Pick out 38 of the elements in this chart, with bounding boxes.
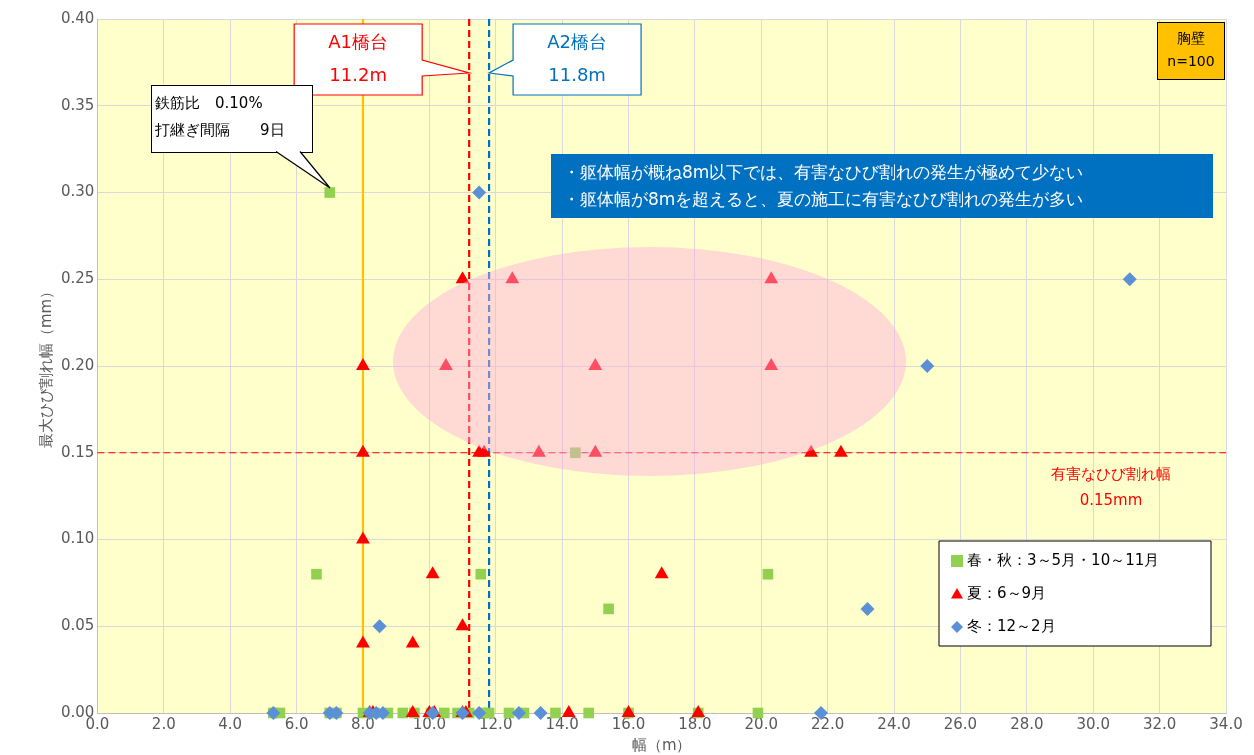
annotation: 胸壁 [1176, 29, 1206, 48]
ref-line-label: A1橋台 11.2m [328, 30, 389, 85]
x-tick-label: 18.0 [678, 714, 712, 733]
y-tick-label: 0.10 [60, 529, 95, 548]
y-tick-label: 0.35 [60, 95, 95, 114]
x-tick-label: 26.0 [943, 714, 978, 733]
x-tick-label: 22.0 [810, 714, 845, 733]
x-axis-title: 幅（m） [631, 735, 692, 754]
ref-line-label: 有害なひび割れ幅 0.15mm [1051, 464, 1171, 509]
annotation: 鉄筋比 0.10% 打継ぎ間隔 9日 [155, 93, 285, 141]
x-tick-label: 34.0 [1209, 714, 1243, 733]
annotation: ・躯体幅が概ね8m以下では、有害なひび割れの発生が極めて少ない [563, 161, 1085, 184]
x-tick-label: 16.0 [611, 714, 646, 733]
y-tick-label: 0.30 [60, 182, 95, 201]
x-tick-label: 30.0 [1076, 714, 1110, 733]
y-tick-label: 0.15 [60, 442, 95, 461]
y-tick-label: 0.05 [60, 616, 95, 635]
annotation: n=100 [1166, 52, 1216, 71]
legend-label: 冬：12～2月 [967, 616, 1056, 635]
text-box: ・躯体幅が概ね8m以下では、有害なひび割れの発生が極めて少ない ・躯体幅が8mを超えると、夏の施工に有害なひび割れの発生が多い [551, 154, 1213, 218]
x-tick-label: 4.0 [218, 714, 243, 733]
y-tick-label: 0.25 [60, 269, 95, 288]
x-tick-label: 8.0 [351, 714, 375, 733]
x-tick-label: 24.0 [877, 714, 911, 733]
label-box: 胸壁 n=100 [1157, 22, 1225, 80]
legend-label: 夏：6～9月 [967, 583, 1047, 602]
x-tick-label: 2.0 [151, 714, 176, 733]
y-tick-label: 0.20 [60, 355, 95, 374]
x-tick-label: 6.0 [284, 714, 309, 733]
y-tick-label: 0.40 [60, 8, 95, 27]
x-tick-label: 14.0 [545, 714, 579, 733]
legend-label: 春・秋：3～5月・10～11月 [967, 550, 1160, 569]
y-axis-title: 最大ひび割れ幅（mm） [36, 283, 55, 449]
ref-line-label: A2橋台 11.8m [547, 30, 607, 85]
annotation: ・躯体幅が8mを超えると、夏の施工に有害なひび割れの発生が多い [563, 188, 1085, 211]
x-tick-label: 28.0 [1010, 714, 1044, 733]
x-tick-label: 20.0 [744, 714, 778, 733]
x-tick-label: 32.0 [1142, 714, 1177, 733]
